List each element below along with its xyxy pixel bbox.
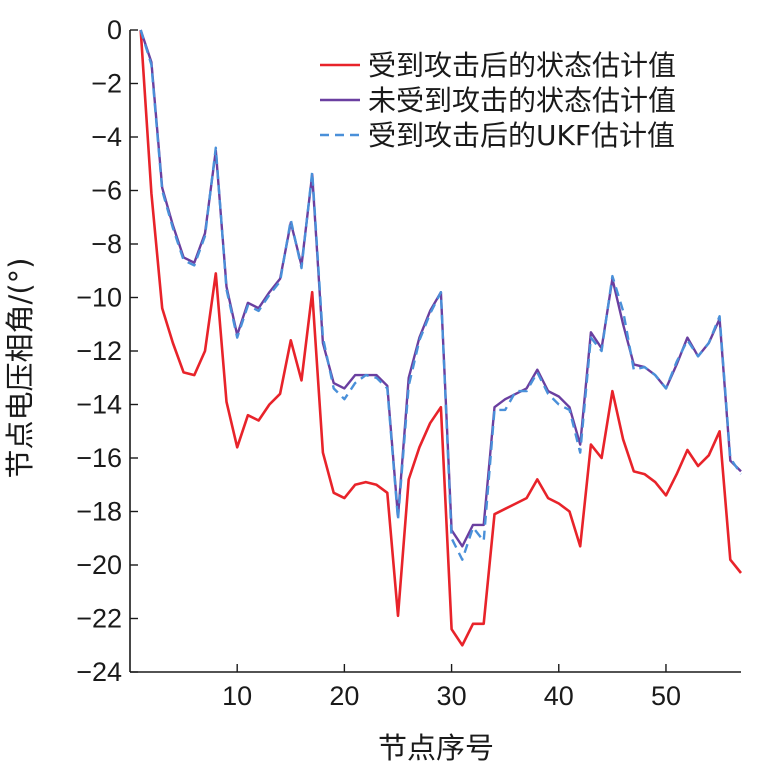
x-tick-label: 40 [544, 681, 574, 711]
y-tick-labels: 0 −2 −4 −6 −8 −10 −12 −14 −16 −18 −20 −22 −24 [76, 15, 122, 687]
legend-label-1: 受到攻击后的状态估计值 [368, 49, 676, 82]
y-tick-label: −6 [91, 176, 122, 206]
y-tick-label: −10 [76, 283, 122, 313]
y-tick-label: −18 [76, 497, 122, 527]
series-line-1 [139, 29, 743, 647]
legend-label-3: 受到攻击后的UKF估计值 [368, 119, 675, 152]
x-tick-label: 20 [329, 681, 359, 711]
x-axis-label: 节点序号 [378, 731, 494, 765]
y-tick-label: −24 [76, 657, 122, 687]
y-tick-label: −4 [91, 122, 122, 152]
y-axis-label: 节点电压相角/(°) [3, 258, 37, 479]
x-tick-label: 30 [437, 681, 467, 711]
y-tick-label: −14 [76, 390, 122, 420]
x-tick-label: 10 [222, 681, 252, 711]
legend-label-2: 未受到攻击的状态估计值 [368, 84, 676, 117]
series-line-3 [139, 29, 742, 561]
y-tick-label: −2 [91, 69, 122, 99]
y-tick-label: −16 [76, 443, 122, 473]
y-tick-label: −20 [76, 550, 122, 580]
x-tick-labels: 10 20 30 40 50 [222, 681, 681, 711]
series-lines [139, 29, 743, 647]
y-tick-label: 0 [107, 15, 122, 45]
axes [129, 29, 741, 673]
y-tick-label: −8 [91, 229, 122, 259]
y-tick-label: −22 [76, 604, 122, 634]
y-tick-label: −12 [76, 336, 122, 366]
x-tick-label: 50 [651, 681, 681, 711]
